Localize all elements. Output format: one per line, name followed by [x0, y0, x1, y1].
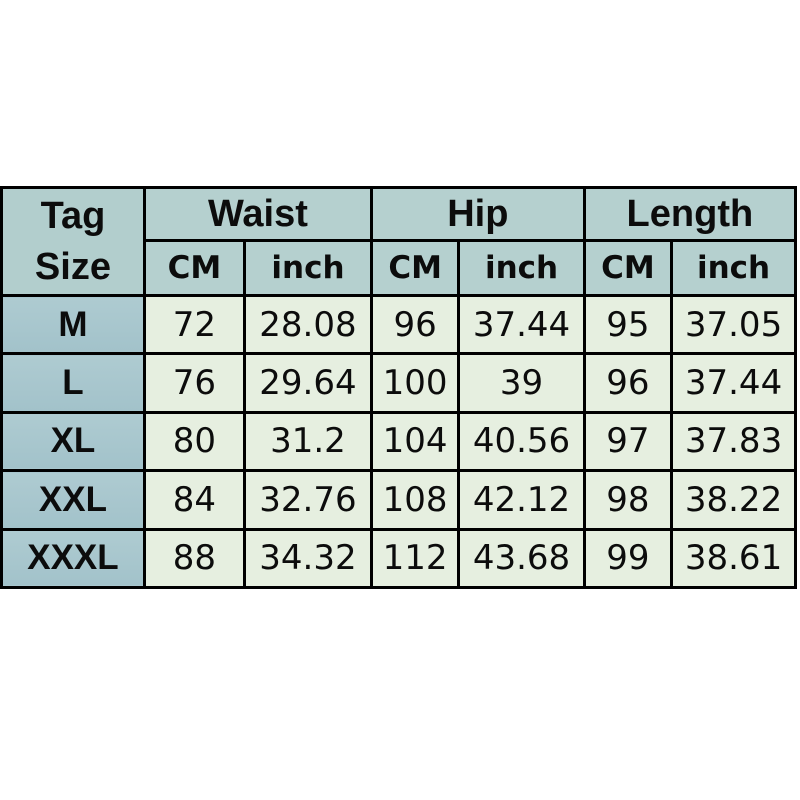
- length-cm-value: 99: [582, 527, 674, 590]
- header-unit-row: CM inch CM inch CM inch: [2, 239, 797, 297]
- size-label: L: [0, 352, 146, 414]
- hip-cm-value: 112: [369, 527, 461, 590]
- unit-header-length-inch: inch: [670, 239, 797, 297]
- waist-cm-value: 76: [142, 352, 246, 414]
- unit-header-waist-cm: CM: [142, 239, 246, 297]
- waist-inch-value: 29.64: [242, 352, 373, 414]
- length-inch-value: 38.61: [670, 527, 797, 590]
- table-row-xxxl: XXXL 88 34.32 112 43.68 99 38.61: [0, 527, 797, 590]
- waist-inch-value: 31.2: [242, 410, 373, 473]
- waist-inch-value: 34.32: [242, 527, 373, 590]
- hip-inch-value: 39: [457, 352, 586, 414]
- unit-header-waist-inch: inch: [242, 239, 373, 297]
- length-inch-value: 38.22: [670, 469, 797, 531]
- column-header-length: Length: [582, 186, 798, 242]
- corner-header-tag-size: Tag Size: [0, 186, 146, 297]
- size-chart-table: Tag Size Waist Hip Length CM inch CM inc…: [0, 186, 798, 590]
- waist-inch-value: 32.76: [242, 469, 373, 531]
- size-chart: Tag Size Waist Hip Length CM inch CM inc…: [0, 186, 798, 590]
- column-header-waist: Waist: [142, 186, 373, 242]
- corner-header-line2: Size: [34, 245, 111, 288]
- hip-inch-value: 40.56: [457, 410, 586, 473]
- waist-cm-value: 88: [142, 527, 246, 590]
- hip-cm-value: 96: [369, 293, 461, 356]
- length-cm-value: 96: [582, 352, 674, 414]
- table-row-m: M 72 28.08 96 37.44 95 37.05: [0, 293, 797, 356]
- waist-cm-value: 80: [142, 410, 246, 473]
- hip-inch-value: 37.44: [457, 293, 586, 356]
- hip-inch-value: 43.68: [457, 527, 586, 590]
- waist-cm-value: 72: [142, 293, 246, 356]
- header-group-row: Tag Size Waist Hip Length: [0, 186, 798, 297]
- waist-inch-value: 28.08: [242, 293, 373, 356]
- unit-header-hip-inch: inch: [457, 239, 586, 297]
- length-cm-value: 97: [582, 410, 674, 473]
- unit-header-hip-cm: CM: [369, 239, 461, 297]
- corner-header-line1: Tag: [40, 195, 106, 238]
- waist-cm-value: 84: [142, 469, 246, 531]
- size-label: XXL: [0, 469, 146, 531]
- size-label: M: [0, 293, 146, 356]
- length-inch-value: 37.05: [670, 293, 797, 356]
- column-header-hip: Hip: [369, 186, 586, 242]
- table-row-xxl: XXL 84 32.76 108 42.12 98 38.22: [0, 469, 797, 531]
- unit-header-length-cm: CM: [582, 239, 674, 297]
- length-cm-value: 98: [582, 469, 674, 531]
- table-row-l: L 76 29.64 100 39 96 37.44: [0, 352, 797, 414]
- length-inch-value: 37.44: [670, 352, 797, 414]
- hip-cm-value: 104: [369, 410, 461, 473]
- length-inch-value: 37.83: [670, 410, 797, 473]
- table-row-xl: XL 80 31.2 104 40.56 97 37.83: [0, 410, 797, 473]
- hip-inch-value: 42.12: [457, 469, 586, 531]
- length-cm-value: 95: [582, 293, 674, 356]
- size-label: XXXL: [0, 527, 146, 590]
- hip-cm-value: 100: [369, 352, 461, 414]
- hip-cm-value: 108: [369, 469, 461, 531]
- size-label: XL: [0, 410, 146, 473]
